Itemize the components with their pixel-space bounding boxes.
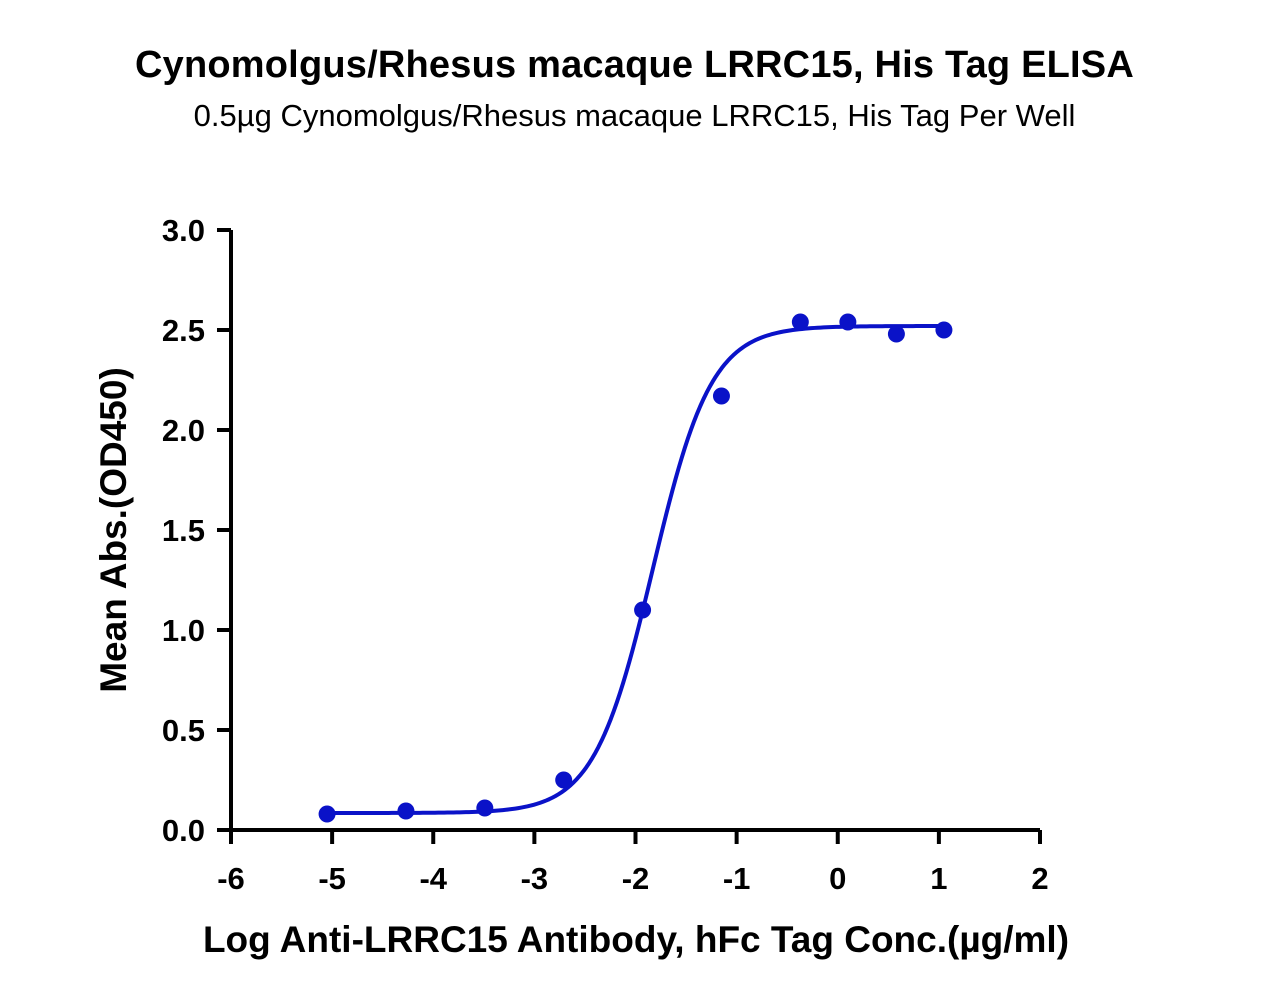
y-tick-label: 3.0 bbox=[162, 213, 205, 248]
y-tick-label: 2.0 bbox=[162, 413, 205, 448]
y-axis-ticks: 0.0 0.5 1.0 1.5 2.0 2.5 3.0 bbox=[162, 213, 231, 848]
data-point bbox=[318, 805, 336, 823]
x-axis-ticks: -6 -5 -4 -3 -2 -1 0 1 2 bbox=[217, 830, 1049, 896]
y-axis-label: Mean Abs.(OD450) bbox=[93, 367, 134, 693]
fit-curve bbox=[327, 324, 944, 815]
y-tick-label: 0.5 bbox=[162, 713, 205, 748]
x-tick-label: -4 bbox=[419, 861, 447, 896]
chart-title: Cynomolgus/Rhesus macaque LRRC15, His Ta… bbox=[134, 44, 1134, 86]
data-point bbox=[887, 325, 905, 343]
y-tick-label: 0.0 bbox=[162, 813, 205, 848]
x-tick-label: 2 bbox=[1031, 861, 1048, 896]
x-tick-label: 0 bbox=[829, 861, 846, 896]
x-tick-label: -6 bbox=[217, 861, 245, 896]
data-point bbox=[397, 802, 415, 820]
data-point bbox=[712, 387, 730, 405]
data-point bbox=[935, 321, 953, 339]
axes bbox=[229, 230, 1040, 832]
x-tick-label: -3 bbox=[521, 861, 549, 896]
y-tick-label: 1.0 bbox=[162, 613, 205, 648]
fit-curve-group bbox=[327, 324, 944, 815]
data-point bbox=[476, 799, 494, 817]
chart-subtitle: 0.5µg Cynomolgus/Rhesus macaque LRRC15, … bbox=[193, 98, 1076, 133]
data-point bbox=[839, 313, 857, 331]
x-tick-label: 1 bbox=[930, 861, 947, 896]
data-points bbox=[318, 313, 953, 823]
x-axis-label: Log Anti-LRRC15 Antibody, hFc Tag Conc.(… bbox=[203, 919, 1069, 960]
x-tick-label: -5 bbox=[318, 861, 346, 896]
x-tick-label: -1 bbox=[723, 861, 751, 896]
y-tick-label: 2.5 bbox=[162, 313, 205, 348]
data-point bbox=[555, 771, 573, 789]
y-tick-label: 1.5 bbox=[162, 513, 205, 548]
data-point bbox=[791, 313, 809, 331]
x-tick-label: -2 bbox=[622, 861, 650, 896]
data-point bbox=[634, 601, 652, 619]
